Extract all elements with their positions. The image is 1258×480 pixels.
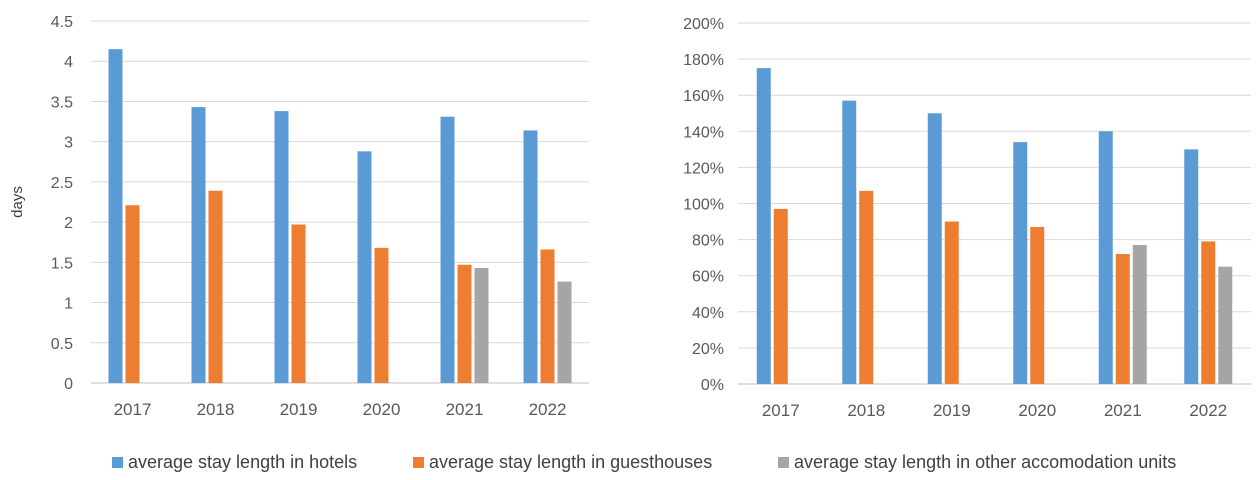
bar-average-stay-length-in-hotels-2021 bbox=[440, 116, 455, 384]
bar-average-stay-length-in-hotels-2018 bbox=[191, 107, 206, 383]
y-tick-label: 60% bbox=[692, 269, 724, 286]
y-tick-label: 2.5 bbox=[51, 175, 73, 192]
bar-average-stay-length-in-other-accomodation-units-2022 bbox=[1218, 266, 1233, 384]
legend-label-other-units: average stay length in other accomodatio… bbox=[794, 452, 1177, 472]
y-axis-label: days bbox=[9, 186, 26, 218]
bar-average-stay-length-in-guesthouses-2020 bbox=[1030, 226, 1045, 384]
y-tick-label: 180% bbox=[683, 52, 724, 69]
y-tick-label: 1 bbox=[64, 296, 73, 313]
y-tick-label: 2 bbox=[64, 215, 73, 232]
legend-swatch-other-units bbox=[778, 457, 789, 468]
x-tick-label: 2022 bbox=[1189, 401, 1227, 420]
legend-swatch-guesthouses bbox=[413, 457, 424, 468]
bar-average-stay-length-in-guesthouses-2019 bbox=[944, 221, 959, 384]
stay-length-percent-chart: 0% 20% 40% 60% 80% 100% 120% 140% 160% 180% 200% 20… bbox=[683, 16, 1251, 420]
bar-average-stay-length-in-hotels-2017 bbox=[756, 68, 771, 384]
x-tick-label: 2019 bbox=[933, 401, 971, 420]
y-tick-label: 4 bbox=[64, 54, 73, 71]
y-tick-label: 100% bbox=[683, 197, 724, 214]
legend-item-hotels: average stay length in hotels bbox=[112, 452, 357, 473]
y-tick-label: 3 bbox=[64, 135, 73, 152]
bar-average-stay-length-in-guesthouses-2021 bbox=[457, 264, 472, 383]
x-tick-label: 2019 bbox=[280, 400, 318, 419]
x-tick-label: 2018 bbox=[197, 400, 235, 419]
legend-label-guesthouses: average stay length in guesthouses bbox=[429, 452, 713, 472]
legend-label-hotels: average stay length in hotels bbox=[128, 452, 358, 472]
y-tick-label: 140% bbox=[683, 124, 724, 141]
bar-average-stay-length-in-other-accomodation-units-2021 bbox=[474, 267, 489, 383]
legend-item-other-units: average stay length in other accomodatio… bbox=[778, 452, 1176, 473]
x-tick-label: 2017 bbox=[762, 401, 800, 420]
bar-average-stay-length-in-other-accomodation-units-2021 bbox=[1132, 245, 1147, 384]
bar-average-stay-length-in-hotels-2020 bbox=[357, 151, 372, 383]
y-tick-label: 0% bbox=[701, 377, 724, 394]
bar-average-stay-length-in-hotels-2019 bbox=[274, 111, 289, 383]
y-tick-label: 160% bbox=[683, 88, 724, 105]
bar-average-stay-length-in-guesthouses-2019 bbox=[291, 224, 306, 383]
bar-average-stay-length-in-guesthouses-2022 bbox=[1201, 241, 1216, 384]
bar-average-stay-length-in-hotels-2021 bbox=[1098, 131, 1113, 384]
y-tick-label: 0 bbox=[64, 376, 73, 393]
stay-length-days-chart: 0 0.5 1 1.5 2 2.5 3 3.5 4 4.5 days 2017 2018 2019 2020… bbox=[9, 14, 589, 419]
x-tick-label: 2018 bbox=[847, 401, 885, 420]
x-tick-label: 2022 bbox=[529, 400, 567, 419]
y-tick-label: 1.5 bbox=[51, 255, 73, 272]
bar-average-stay-length-in-guesthouses-2022 bbox=[540, 249, 555, 383]
bar-average-stay-length-in-hotels-2019 bbox=[927, 113, 942, 384]
y-tick-label: 20% bbox=[692, 341, 724, 358]
y-tick-label: 120% bbox=[683, 160, 724, 177]
bar-average-stay-length-in-guesthouses-2021 bbox=[1115, 254, 1130, 384]
x-tick-label: 2021 bbox=[446, 400, 484, 419]
bar-average-stay-length-in-guesthouses-2020 bbox=[374, 247, 389, 383]
bar-average-stay-length-in-guesthouses-2018 bbox=[208, 190, 223, 383]
bar-average-stay-length-in-hotels-2020 bbox=[1013, 142, 1028, 384]
bar-average-stay-length-in-guesthouses-2017 bbox=[773, 208, 788, 384]
y-tick-label: 40% bbox=[692, 305, 724, 322]
bar-average-stay-length-in-hotels-2022 bbox=[523, 130, 538, 383]
y-tick-label: 3.5 bbox=[51, 94, 73, 111]
legend-item-guesthouses: average stay length in guesthouses bbox=[413, 452, 712, 473]
bar-average-stay-length-in-other-accomodation-units-2022 bbox=[557, 281, 572, 383]
x-tick-label: 2020 bbox=[363, 400, 401, 419]
bar-average-stay-length-in-guesthouses-2017 bbox=[125, 205, 140, 383]
chart-legend: average stay length in hotels average st… bbox=[0, 452, 1258, 480]
x-tick-label: 2017 bbox=[114, 400, 152, 419]
bar-average-stay-length-in-hotels-2022 bbox=[1184, 149, 1199, 384]
x-tick-label: 2021 bbox=[1104, 401, 1142, 420]
y-tick-label: 4.5 bbox=[51, 14, 73, 31]
bar-average-stay-length-in-hotels-2017 bbox=[108, 49, 123, 384]
y-tick-label: 200% bbox=[683, 16, 724, 33]
legend-swatch-hotels bbox=[112, 457, 123, 468]
bar-average-stay-length-in-guesthouses-2018 bbox=[859, 190, 874, 384]
bar-average-stay-length-in-hotels-2018 bbox=[842, 100, 857, 385]
x-tick-label: 2020 bbox=[1018, 401, 1056, 420]
y-tick-label: 80% bbox=[692, 233, 724, 250]
y-tick-label: 0.5 bbox=[51, 336, 73, 353]
